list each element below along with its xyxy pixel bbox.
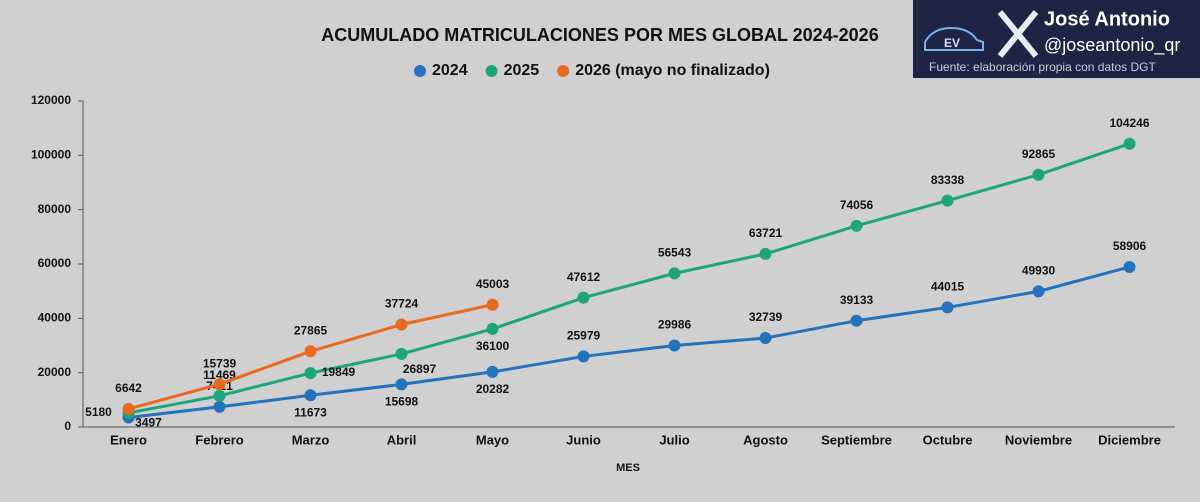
data-point xyxy=(850,219,863,232)
y-tick-label: 100000 xyxy=(31,148,71,162)
data-label: 15739 xyxy=(203,356,237,370)
data-label: 20282 xyxy=(476,382,510,396)
x-tick-label: Agosto xyxy=(743,432,788,447)
data-point xyxy=(395,347,408,360)
data-point xyxy=(759,247,772,260)
x-axis-label: MES xyxy=(616,462,640,474)
data-label: 44015 xyxy=(931,280,965,294)
data-label: 6642 xyxy=(115,381,142,395)
data-label: 83338 xyxy=(931,173,965,187)
data-label: 56543 xyxy=(658,246,692,260)
x-logo xyxy=(997,10,1039,58)
data-label: 15698 xyxy=(385,395,419,409)
x-tick-label: Diciembre xyxy=(1098,432,1161,447)
data-point xyxy=(668,267,681,280)
data-point xyxy=(304,389,317,402)
y-tick-label: 60000 xyxy=(38,256,72,270)
data-point xyxy=(1123,137,1136,150)
data-label: 11673 xyxy=(294,405,327,419)
data-point xyxy=(850,314,863,327)
legend-label: 2024 xyxy=(432,62,468,79)
x-tick-label: Marzo xyxy=(292,432,330,447)
data-label: 11469 xyxy=(203,368,236,382)
data-label: 39133 xyxy=(840,293,874,307)
y-tick-label: 120000 xyxy=(31,93,71,107)
data-point xyxy=(577,291,590,304)
data-label: 5180 xyxy=(85,405,112,419)
data-point xyxy=(304,345,317,358)
data-label: 49930 xyxy=(1022,264,1056,278)
x-tick-label: Junio xyxy=(566,432,601,447)
data-point xyxy=(395,378,408,391)
y-tick-label: 40000 xyxy=(38,311,72,325)
data-point xyxy=(213,389,226,402)
data-point xyxy=(941,194,954,207)
watermark-box xyxy=(913,0,1200,78)
legend-label: 2026 (mayo no finalizado) xyxy=(575,62,770,79)
y-tick-label: 0 xyxy=(64,419,71,433)
data-label: 63721 xyxy=(749,226,783,240)
car-icon xyxy=(924,26,984,51)
data-point xyxy=(668,339,681,352)
data-point xyxy=(213,378,226,391)
logo-text: EV xyxy=(944,36,960,50)
x-tick-label: Septiembre xyxy=(821,432,892,447)
data-label: 26897 xyxy=(403,362,437,376)
author-handle: @joseantonio_qr xyxy=(1044,35,1180,56)
data-point xyxy=(1032,168,1045,181)
data-point xyxy=(304,367,317,380)
source-note: Fuente: elaboración propia con datos DGT xyxy=(929,60,1156,74)
y-tick-label: 20000 xyxy=(38,365,72,379)
data-label: 37724 xyxy=(385,297,419,311)
legend-marker xyxy=(557,65,570,77)
data-label: 92865 xyxy=(1022,147,1056,161)
data-point xyxy=(941,301,954,314)
author-name: José Antonio xyxy=(1044,8,1170,30)
data-point xyxy=(577,350,590,363)
data-label: 45003 xyxy=(476,277,510,291)
x-tick-label: Abril xyxy=(387,432,417,447)
chart-title: ACUMULADO MATRICULACIONES POR MES GLOBAL… xyxy=(321,25,878,45)
data-point xyxy=(213,400,226,413)
legend-label: 2025 xyxy=(504,62,540,79)
series-line xyxy=(128,142,1130,415)
data-point xyxy=(1032,285,1045,298)
x-tick-label: Enero xyxy=(110,432,147,447)
data-point xyxy=(486,298,499,311)
data-point xyxy=(395,318,408,331)
x-tick-label: Julio xyxy=(659,432,689,447)
x-tick-label: Octubre xyxy=(923,432,973,447)
data-label: 74056 xyxy=(840,198,874,212)
data-point xyxy=(122,402,135,415)
legend-marker xyxy=(485,65,498,77)
x-tick-label: Noviembre xyxy=(1005,432,1072,447)
data-label: 47612 xyxy=(567,270,601,284)
x-tick-label: Mayo xyxy=(476,432,509,447)
series-line xyxy=(128,265,1130,419)
data-label: 104246 xyxy=(1109,116,1149,130)
data-point xyxy=(486,365,499,378)
legend-marker xyxy=(414,65,426,77)
x-tick-label: Febrero xyxy=(195,432,243,447)
data-point xyxy=(486,322,499,335)
data-point xyxy=(1123,260,1136,273)
data-label: 19849 xyxy=(322,365,356,379)
y-tick-label: 80000 xyxy=(38,202,72,216)
data-label: 32739 xyxy=(749,310,783,324)
data-label: 58906 xyxy=(1113,239,1147,253)
data-label: 29986 xyxy=(658,318,692,332)
data-label: 27865 xyxy=(294,323,328,337)
data-label: 3497 xyxy=(135,416,162,430)
data-label: 36100 xyxy=(476,339,510,353)
watermark: EV José Antonio @joseantonio_qr Fuente: … xyxy=(913,0,1200,78)
data-label: 25979 xyxy=(567,329,601,343)
data-point xyxy=(759,332,772,345)
